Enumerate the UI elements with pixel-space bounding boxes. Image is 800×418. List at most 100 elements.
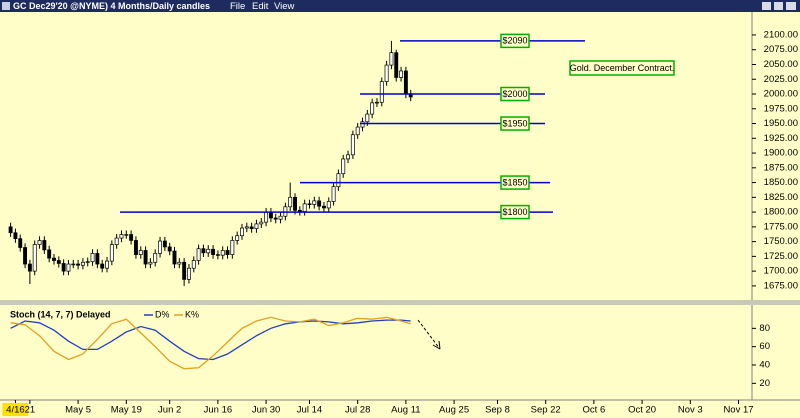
level-label: $1800 xyxy=(502,207,527,217)
minimize-button[interactable] xyxy=(762,2,771,10)
y-tick-label: 1700.00 xyxy=(764,266,798,277)
candle-body xyxy=(384,64,389,82)
candle-body xyxy=(336,173,341,188)
candle-body xyxy=(191,260,196,269)
level-label-box xyxy=(500,33,530,49)
stoch-title: Stoch (14, 7, 7) Delayed xyxy=(10,309,111,319)
candle-body xyxy=(143,250,148,265)
candle-body xyxy=(172,250,177,265)
candle-body xyxy=(187,267,191,280)
menu-item[interactable]: Edit xyxy=(252,1,269,12)
candle-body xyxy=(32,244,37,272)
level-label: $2000 xyxy=(502,89,527,99)
candle-body xyxy=(37,240,42,245)
cursor-date-highlight xyxy=(2,403,29,416)
y-tick-label: 1825.00 xyxy=(764,192,798,203)
candle-body xyxy=(268,211,273,219)
y-tick-label: 1875.00 xyxy=(764,162,798,173)
candle-body xyxy=(148,261,153,265)
y-tick-label: 2100.00 xyxy=(764,29,798,40)
candle-body xyxy=(264,211,269,223)
y-tick-label: 1725.00 xyxy=(764,251,798,262)
candle-body xyxy=(389,52,394,66)
x-tick-label: Sep 22 xyxy=(531,405,561,416)
x-tick-label: Jun 16 xyxy=(204,405,233,416)
y-tick-label: 2075.00 xyxy=(764,44,798,55)
candle-body xyxy=(129,234,134,241)
y-tick-label: 1925.00 xyxy=(764,133,798,144)
legend-label: K% xyxy=(185,309,199,319)
candle-body xyxy=(42,240,47,251)
y-tick-label: 80 xyxy=(759,323,770,334)
y-tick-label: 1950.00 xyxy=(764,118,798,129)
candle-body xyxy=(23,247,28,265)
candle-body xyxy=(18,238,23,248)
candle-body xyxy=(66,263,71,272)
candle-body xyxy=(90,253,95,263)
candle-body xyxy=(8,226,13,234)
candle-body xyxy=(153,253,158,263)
candle-body xyxy=(71,263,76,266)
annotation-box xyxy=(569,60,675,76)
candle-body xyxy=(80,261,85,266)
candle-body xyxy=(317,200,322,207)
close-button[interactable] xyxy=(786,2,796,10)
candle-body xyxy=(13,232,18,240)
legend-label: D% xyxy=(155,309,170,319)
candle-body xyxy=(133,240,138,255)
candle-body xyxy=(230,240,235,255)
x-tick-label: Oct 20 xyxy=(628,405,656,416)
candle-body xyxy=(254,223,259,229)
candle-body xyxy=(259,221,264,225)
level-label-box xyxy=(500,116,530,131)
candle-body xyxy=(360,121,365,128)
level-label-box xyxy=(500,204,530,220)
x-tick-label: Jul 28 xyxy=(345,405,370,416)
menu-item[interactable]: File xyxy=(230,1,245,12)
y-tick-label: 2025.00 xyxy=(764,74,798,85)
x-tick-label: May 5 xyxy=(65,405,91,416)
x-tick-label: Aug 11 xyxy=(391,405,420,416)
x-tick-label: May 19 xyxy=(111,405,142,416)
candle-body xyxy=(312,200,317,205)
candle-body xyxy=(95,253,100,265)
candle-body xyxy=(206,248,211,254)
candle-body xyxy=(326,201,331,209)
level-label: $1850 xyxy=(502,177,527,187)
y-tick-label: 1800.00 xyxy=(764,207,798,218)
candle-body xyxy=(307,203,312,205)
candle-body xyxy=(370,102,375,115)
candle-body xyxy=(201,248,206,254)
menu-item[interactable]: View xyxy=(274,1,295,12)
candle-body xyxy=(56,260,61,264)
candle-body xyxy=(399,70,404,78)
candle-body xyxy=(331,186,336,202)
x-tick-label: Nov 17 xyxy=(723,405,753,416)
candle-body xyxy=(196,248,201,261)
candle-body xyxy=(379,81,384,103)
candle-body xyxy=(215,254,220,256)
window-title: GC Dec29'20 @NYME) 4 Months/Daily candle… xyxy=(13,1,210,11)
candle-body xyxy=(244,226,249,229)
candle-body xyxy=(85,261,90,263)
candle-body xyxy=(350,134,355,156)
maximize-button[interactable] xyxy=(774,2,783,10)
candle-body xyxy=(119,234,124,239)
y-tick-label: 1975.00 xyxy=(764,103,798,114)
candle-body xyxy=(138,250,143,255)
candle-body xyxy=(302,203,307,212)
candle-body xyxy=(355,126,360,136)
pane-separator xyxy=(0,300,800,305)
y-tick-label: 40 xyxy=(759,360,770,371)
annotation: Gold. December Contract. xyxy=(570,63,675,73)
candle-body xyxy=(235,235,240,241)
candle-body xyxy=(182,261,187,280)
candle-body xyxy=(375,101,379,104)
y-tick-label: 60 xyxy=(759,341,770,352)
title-bar xyxy=(0,0,800,12)
candle-body xyxy=(177,261,182,265)
candle-body xyxy=(225,250,230,255)
candle-body xyxy=(105,260,109,269)
candle-body xyxy=(211,248,216,255)
